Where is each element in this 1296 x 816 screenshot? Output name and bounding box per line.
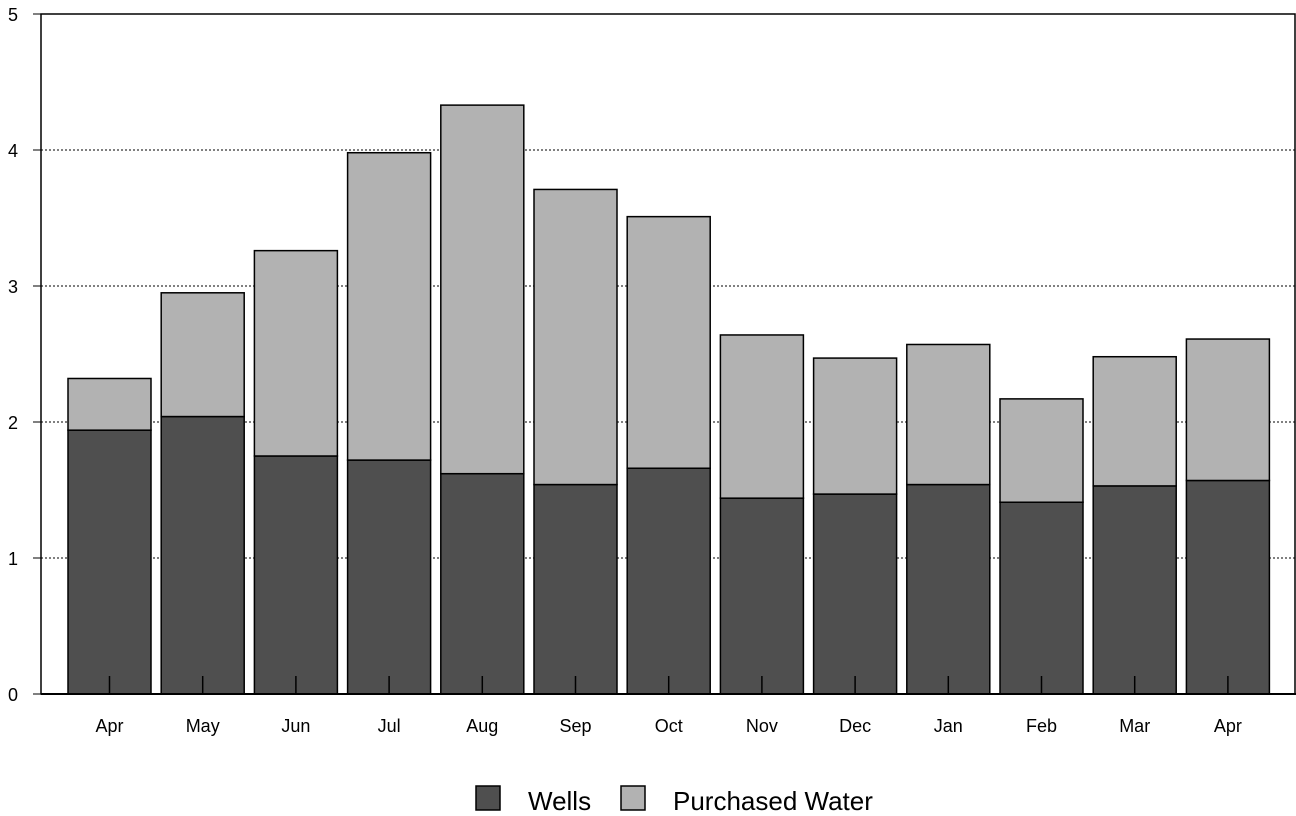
y-tick-label-5: 5 (8, 5, 18, 25)
bar-wells-6 (626, 467, 711, 695)
bar-wells-11 (1092, 485, 1177, 695)
bar-wells-1 (160, 415, 245, 695)
legend-swatch-1 (620, 785, 646, 811)
bar-wells-4 (440, 472, 525, 695)
legend-swatch-0 (475, 785, 501, 811)
legend-label-1: Purchased Water (673, 786, 873, 816)
bar-purchased-water-2 (253, 249, 339, 457)
bar-wells-8 (812, 493, 898, 695)
x-tick-label-0: Apr (95, 716, 123, 736)
bar-purchased-water-4 (440, 104, 525, 475)
bar-purchased-water-10 (999, 398, 1084, 503)
y-tick-label-2: 2 (8, 413, 18, 433)
bar-wells-0 (67, 429, 152, 695)
x-tick-label-2: Jun (281, 716, 310, 736)
y-tick-label-1: 1 (8, 549, 18, 569)
bar-wells-9 (906, 483, 991, 695)
x-tick-label-10: Feb (1026, 716, 1057, 736)
x-tick-label-9: Jan (934, 716, 963, 736)
x-tick-label-3: Jul (378, 716, 401, 736)
bar-wells-7 (719, 497, 805, 695)
bar-purchased-water-5 (533, 188, 618, 486)
x-tick-label-12: Apr (1214, 716, 1242, 736)
x-tick-label-11: Mar (1119, 716, 1150, 736)
bar-purchased-water-3 (346, 151, 432, 461)
bar-purchased-water-8 (812, 357, 898, 495)
legend-label-0: Wells (528, 786, 591, 816)
bar-wells-12 (1185, 479, 1271, 695)
bar-purchased-water-7 (719, 334, 805, 499)
x-tick-label-6: Oct (655, 716, 683, 736)
x-tick-label-1: May (186, 716, 220, 736)
bar-purchased-water-0 (67, 377, 152, 431)
bar-wells-3 (346, 459, 432, 695)
x-tick-label-8: Dec (839, 716, 871, 736)
y-tick-label-3: 3 (8, 277, 18, 297)
x-tick-label-7: Nov (746, 716, 778, 736)
bar-purchased-water-11 (1092, 355, 1177, 487)
bar-purchased-water-1 (160, 292, 245, 418)
bar-wells-2 (253, 455, 339, 695)
bar-purchased-water-9 (906, 343, 991, 486)
y-tick-label-0: 0 (8, 685, 18, 705)
bar-wells-5 (533, 483, 618, 695)
bar-wells-10 (999, 501, 1084, 695)
bar-purchased-water-6 (626, 215, 711, 469)
x-tick-label-4: Aug (466, 716, 498, 736)
x-tick-label-5: Sep (559, 716, 591, 736)
y-tick-label-4: 4 (8, 141, 18, 161)
bar-purchased-water-12 (1185, 338, 1271, 482)
